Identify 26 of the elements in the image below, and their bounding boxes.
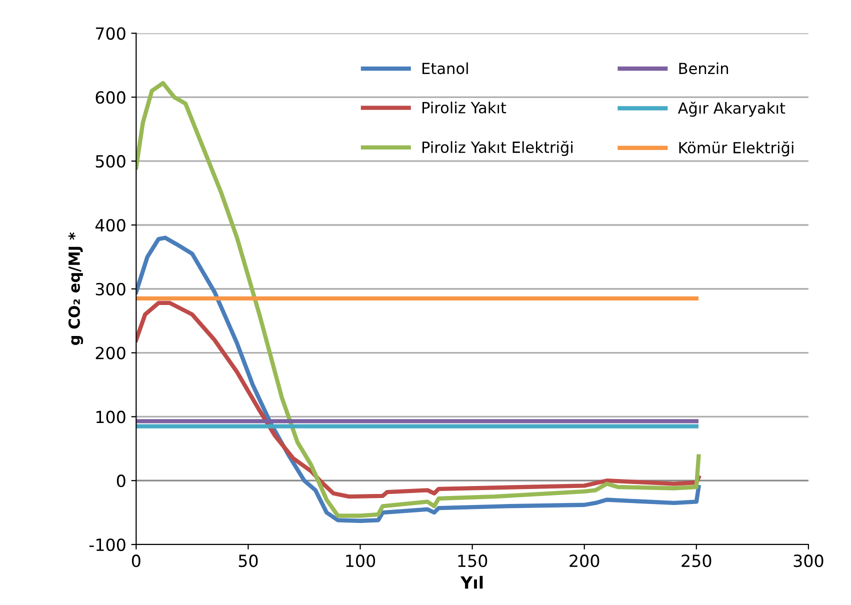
legend-label: Etanol [422,62,468,74]
x-axis-title: Yıl [460,576,483,589]
x-tick-label: 0 [132,554,140,568]
y-tick-label: 400 [95,218,126,232]
legend-label: Ağır Akaryakıt [678,102,786,117]
line-series [136,300,701,499]
legend-label: Benzin [679,62,728,74]
y-tick-label: 100 [96,410,126,424]
legend-label: Kömür Elektriği [679,141,794,156]
y-tick-label: 300 [96,282,126,296]
legend-label: Piroliz Yakıt [422,102,506,114]
x-tick-label: 150 [458,554,488,568]
y-tick-label: 600 [96,91,126,104]
y-axis-title: g CO₂ eq/MJ * [68,232,84,345]
x-tick-label: 200 [570,554,600,568]
y-tick-label: 0 [116,474,126,488]
y-tick-label: 700 [96,27,126,40]
x-tick-label: 250 [682,554,712,568]
x-tick-label: 300 [794,554,824,568]
y-tick-label: -100 [89,538,126,552]
legend-label: Piroliz Yakıt Elektriği [422,140,572,156]
line-series [136,236,701,523]
y-tick-label: 500 [96,155,126,168]
x-tick-label: 50 [238,554,258,568]
y-tick-label: 200 [96,346,126,360]
x-tick-label: 100 [346,554,376,568]
